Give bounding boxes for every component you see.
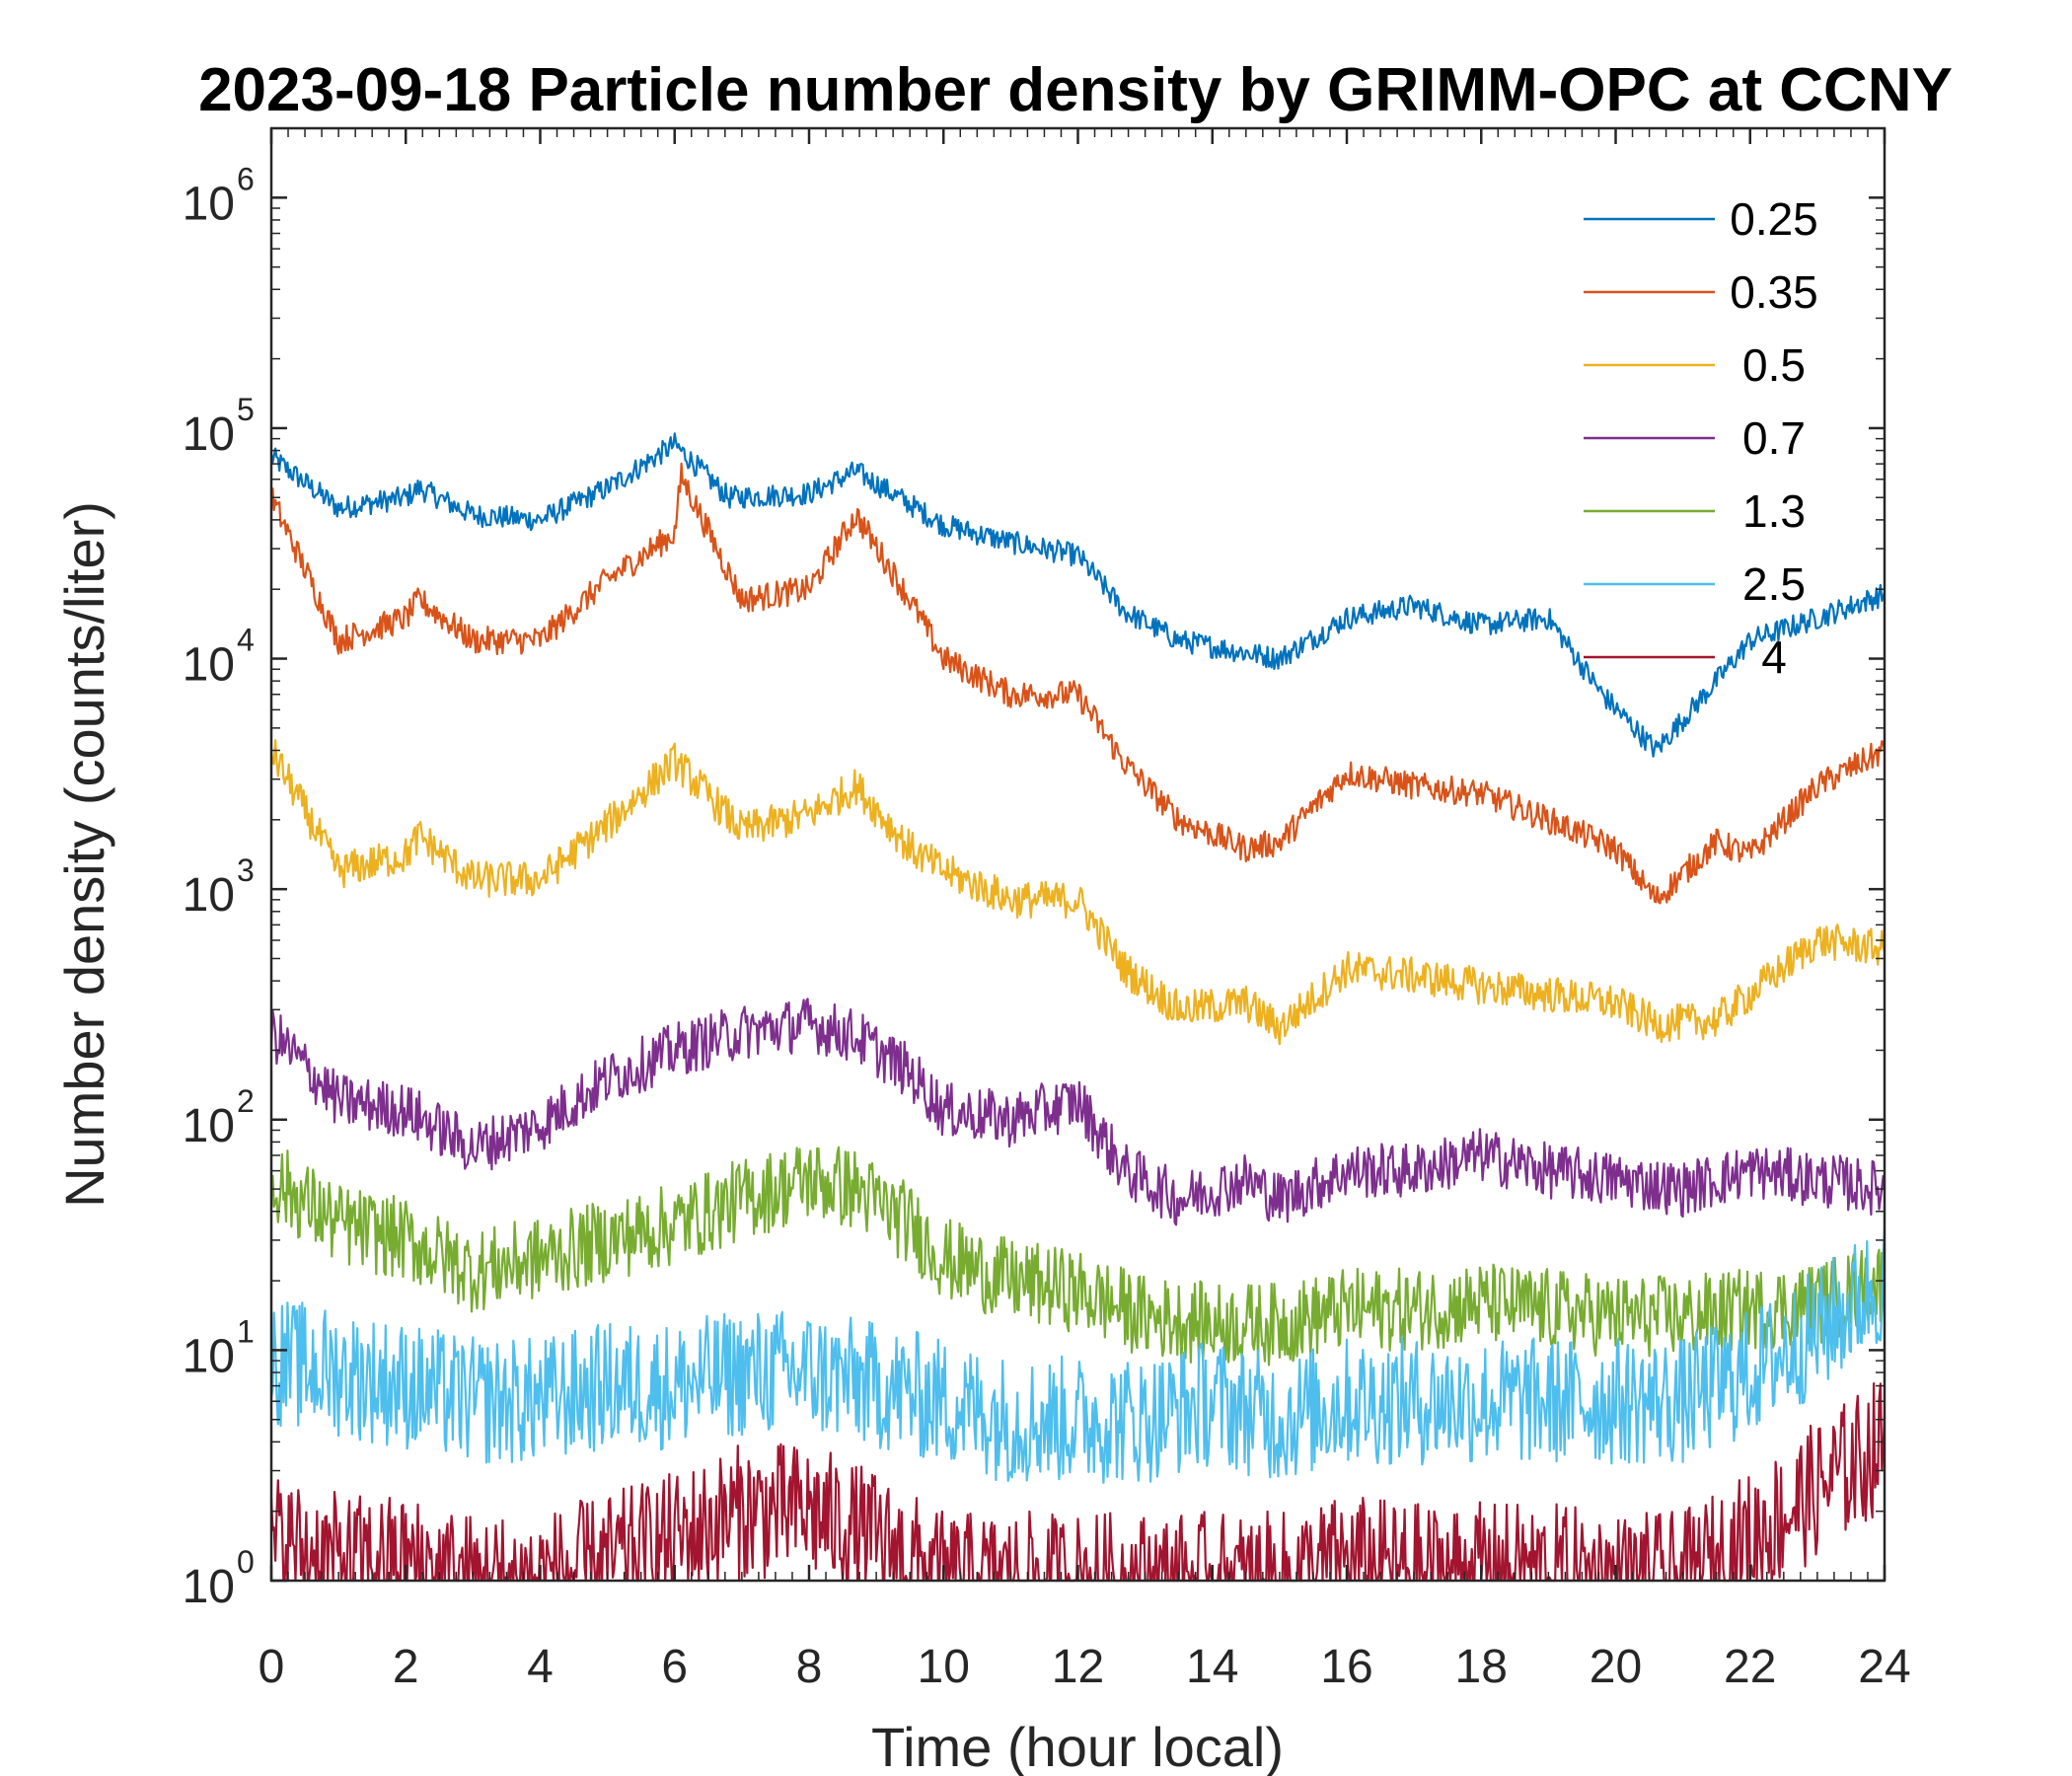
legend-label: 1.3 (1742, 485, 1806, 537)
y-tick-exponent: 1 (237, 1313, 255, 1349)
x-tick-label: 10 (918, 1641, 970, 1693)
x-tick-label: 14 (1186, 1641, 1238, 1693)
chart-title: 2023-09-18 Particle number density by GR… (198, 56, 1953, 124)
y-tick-exponent: 2 (237, 1083, 255, 1119)
x-tick-label: 12 (1052, 1641, 1104, 1693)
y-tick-label: 10 (183, 408, 235, 461)
y-tick-exponent: 0 (237, 1544, 255, 1580)
legend-label: 0.35 (1730, 266, 1818, 318)
y-tick-label: 10 (183, 639, 235, 692)
series-line-0-5 (269, 739, 1887, 1046)
legend-label: 4 (1761, 631, 1787, 683)
series-line-1-3 (269, 1146, 1887, 1367)
x-tick-label: 8 (796, 1641, 823, 1693)
x-tick-label: 20 (1590, 1641, 1642, 1693)
series-line-2-5 (269, 1228, 1887, 1484)
y-tick-label: 10 (183, 1561, 235, 1613)
x-tick-label: 2 (393, 1641, 419, 1693)
x-tick-labels: 0 2 4 6 8 10 12 14 16 18 20 22 24 (259, 1641, 1911, 1693)
y-tick-exponent: 4 (237, 623, 255, 658)
legend-label: 2.5 (1742, 558, 1806, 610)
x-tick-label: 0 (259, 1641, 285, 1693)
series-line-0-25 (269, 432, 1887, 758)
y-tick-label: 10 (183, 1100, 235, 1152)
x-axis-label: Time (hour local) (871, 1716, 1284, 1776)
axes-box (269, 126, 1887, 1583)
x-tick-label: 18 (1455, 1641, 1508, 1693)
x-tick-label: 24 (1858, 1641, 1910, 1693)
x-tick-label: 22 (1724, 1641, 1776, 1693)
x-tick-label: 6 (661, 1641, 688, 1693)
series-line-0-7 (269, 998, 1887, 1226)
x-tick-label: 16 (1320, 1641, 1372, 1693)
y-tick-exponent: 3 (237, 852, 255, 888)
legend-label: 0.25 (1730, 193, 1818, 245)
y-tick-exponent: 5 (237, 392, 255, 427)
y-axis-label: Number density (counts/liter) (53, 501, 115, 1208)
series-line-0-35 (269, 462, 1887, 905)
legend: 0.25 0.35 0.5 0.7 1.3 2.5 4 (1584, 193, 1818, 683)
legend-label: 0.7 (1742, 412, 1806, 464)
y-tick-label: 10 (183, 1330, 235, 1382)
ticks-layer (269, 127, 1887, 1583)
y-tick-label: 10 (183, 869, 235, 922)
x-tick-label: 4 (527, 1641, 554, 1693)
y-tick-label: 10 (183, 178, 235, 230)
legend-label: 0.5 (1742, 339, 1806, 391)
plot-area (269, 126, 1887, 1583)
y-tick-exponent: 6 (237, 161, 255, 196)
